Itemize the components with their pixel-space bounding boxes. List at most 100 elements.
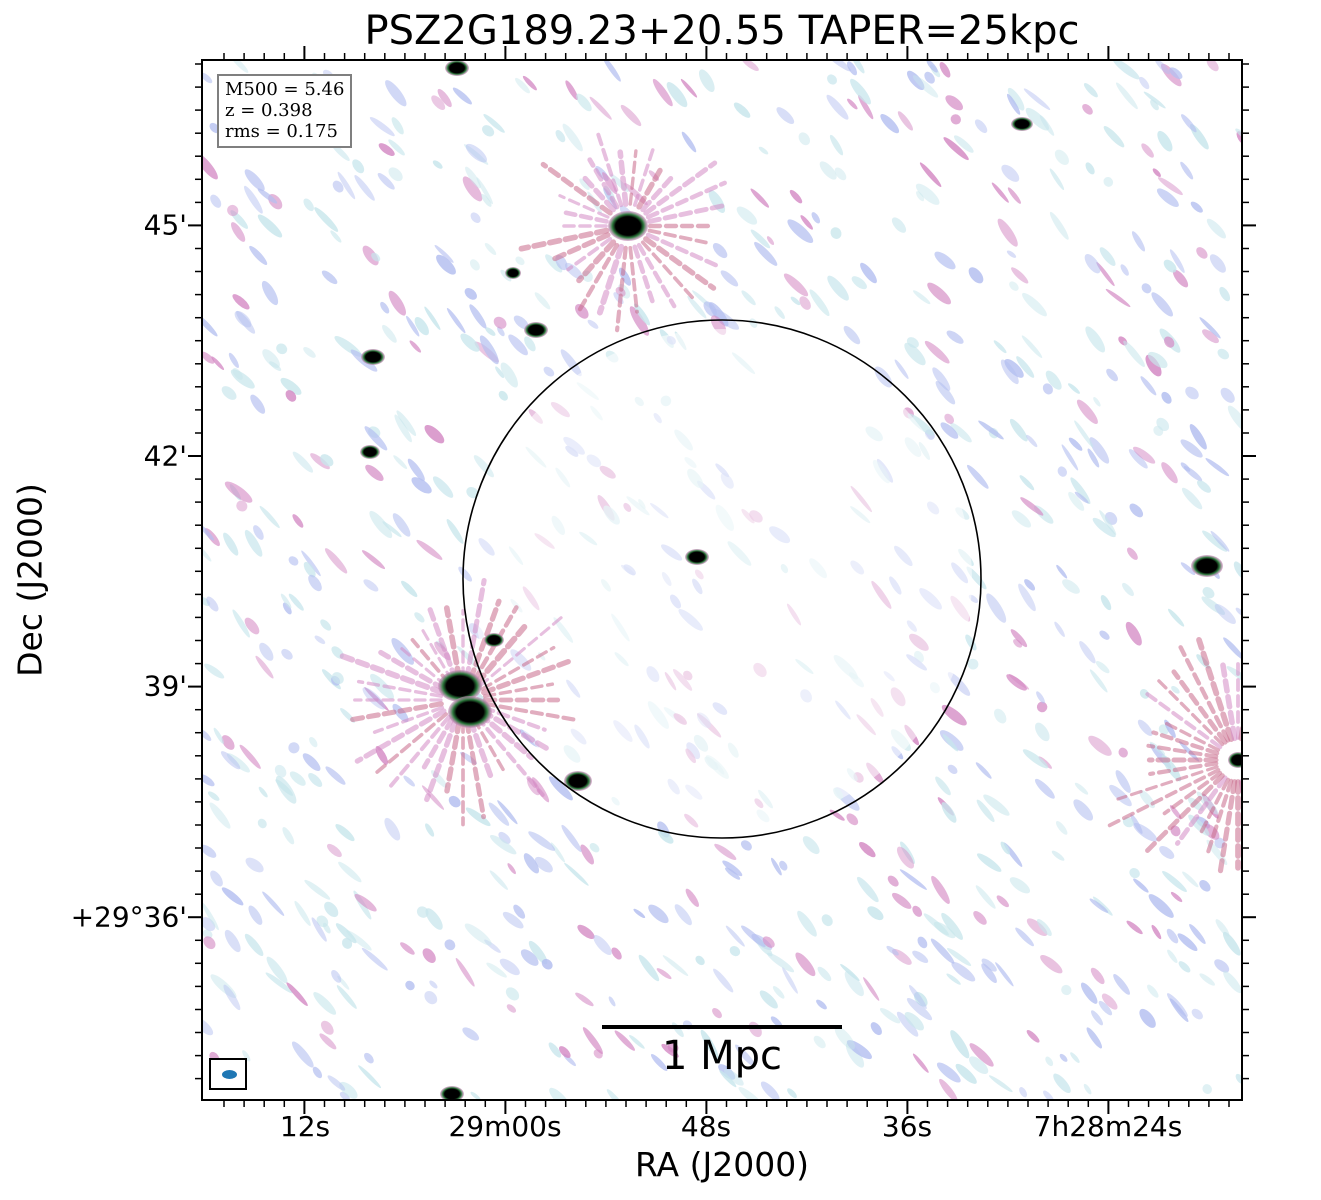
artifact-ray bbox=[464, 719, 487, 820]
radio-source bbox=[484, 633, 504, 647]
noise-blob bbox=[239, 744, 261, 769]
noise-blob bbox=[1148, 894, 1174, 918]
noise-blob bbox=[996, 895, 1009, 908]
noise-blob bbox=[1151, 292, 1174, 317]
noise-blob bbox=[738, 1086, 764, 1100]
noise-blob bbox=[446, 518, 464, 544]
noise-blob bbox=[789, 189, 803, 204]
noise-blob bbox=[1214, 959, 1230, 973]
artifact-ray bbox=[410, 638, 451, 685]
noise-blob bbox=[978, 420, 1004, 440]
noise-blob bbox=[211, 356, 225, 370]
artifact-ray bbox=[1171, 669, 1228, 745]
artifact-ray bbox=[1174, 775, 1228, 846]
noise-blob bbox=[288, 593, 304, 611]
noise-blob bbox=[975, 762, 992, 779]
noise-blob bbox=[1040, 954, 1063, 974]
noise-blob bbox=[798, 132, 811, 146]
noise-blob bbox=[658, 829, 674, 844]
noise-blob bbox=[926, 60, 938, 73]
noise-blob bbox=[867, 906, 884, 921]
noise-blob bbox=[1141, 143, 1154, 158]
noise-blob bbox=[766, 236, 775, 246]
noise-blob bbox=[303, 561, 316, 578]
noise-blob bbox=[695, 955, 705, 966]
noise-blob bbox=[587, 319, 599, 329]
artifact-ray bbox=[1248, 673, 1283, 741]
noise-blob bbox=[1010, 629, 1028, 648]
artifact-ray bbox=[1254, 684, 1314, 744]
noise-blob bbox=[444, 939, 456, 951]
noise-blob bbox=[896, 846, 915, 869]
noise-blob bbox=[565, 80, 579, 101]
noise-blob bbox=[400, 942, 415, 955]
noise-blob bbox=[912, 1053, 929, 1073]
noise-blob bbox=[358, 1065, 382, 1089]
noise-blob bbox=[370, 673, 394, 700]
artifact-ray bbox=[420, 627, 454, 683]
artifact-ray bbox=[1251, 778, 1300, 845]
noise-blob bbox=[719, 1070, 737, 1088]
noise-blob bbox=[1106, 368, 1118, 382]
noise-blob bbox=[662, 955, 689, 977]
noise-blob bbox=[834, 167, 847, 181]
noise-blob bbox=[1143, 91, 1166, 109]
noise-blob bbox=[202, 152, 218, 180]
noise-blob bbox=[1006, 250, 1017, 258]
noise-blob bbox=[1100, 595, 1112, 611]
artifact-ray bbox=[617, 149, 629, 207]
noise-blob bbox=[826, 94, 849, 120]
noise-blob bbox=[1171, 685, 1180, 694]
artifact-ray bbox=[587, 157, 620, 210]
noise-blob bbox=[502, 911, 524, 929]
noise-blob bbox=[629, 306, 650, 336]
noise-blob bbox=[1202, 329, 1219, 344]
noise-blob bbox=[1115, 82, 1138, 110]
noise-blob bbox=[714, 843, 737, 860]
noise-blob bbox=[314, 635, 326, 645]
noise-blob bbox=[1122, 816, 1134, 828]
noise-blob bbox=[976, 853, 1002, 872]
noise-blob bbox=[564, 862, 589, 886]
noise-blob bbox=[846, 61, 858, 76]
noise-blob bbox=[524, 336, 536, 352]
noise-blob bbox=[202, 929, 213, 939]
noise-blob bbox=[1056, 564, 1068, 579]
noise-blob bbox=[1220, 387, 1235, 403]
noise-blob bbox=[294, 900, 311, 926]
noise-blob bbox=[652, 78, 673, 107]
noise-blob bbox=[1205, 458, 1230, 477]
noise-blob bbox=[1139, 689, 1150, 699]
noise-blob bbox=[942, 734, 959, 752]
noise-blob bbox=[754, 241, 778, 266]
noise-blob bbox=[228, 352, 239, 368]
noise-blob bbox=[1084, 253, 1101, 274]
noise-blob bbox=[1083, 83, 1098, 98]
noise-blob bbox=[244, 933, 264, 956]
noise-blob bbox=[1099, 630, 1110, 640]
noise-blob bbox=[469, 304, 487, 329]
noise-blob bbox=[202, 902, 219, 931]
noise-blob bbox=[648, 904, 669, 924]
noise-blob bbox=[1170, 891, 1183, 903]
noise-blob bbox=[429, 980, 438, 989]
noise-blob bbox=[1156, 188, 1179, 208]
noise-blob bbox=[919, 162, 942, 187]
noise-blob bbox=[945, 95, 963, 111]
noise-blob bbox=[369, 117, 395, 137]
noise-blob bbox=[1089, 898, 1109, 913]
noise-blob bbox=[993, 708, 1007, 724]
noise-blob bbox=[953, 135, 974, 153]
artifact-ray bbox=[640, 240, 698, 304]
noise-blob bbox=[1026, 1030, 1040, 1043]
noise-blob bbox=[924, 340, 950, 364]
noise-blob bbox=[779, 860, 788, 871]
noise-blob bbox=[548, 1042, 562, 1058]
noise-blob bbox=[1001, 164, 1020, 182]
noise-blob bbox=[1049, 168, 1065, 191]
noise-blob bbox=[944, 413, 955, 424]
noise-blob bbox=[1178, 961, 1191, 973]
noise-blob bbox=[851, 60, 865, 74]
noise-blob bbox=[733, 102, 751, 118]
noise-blob bbox=[633, 908, 646, 919]
